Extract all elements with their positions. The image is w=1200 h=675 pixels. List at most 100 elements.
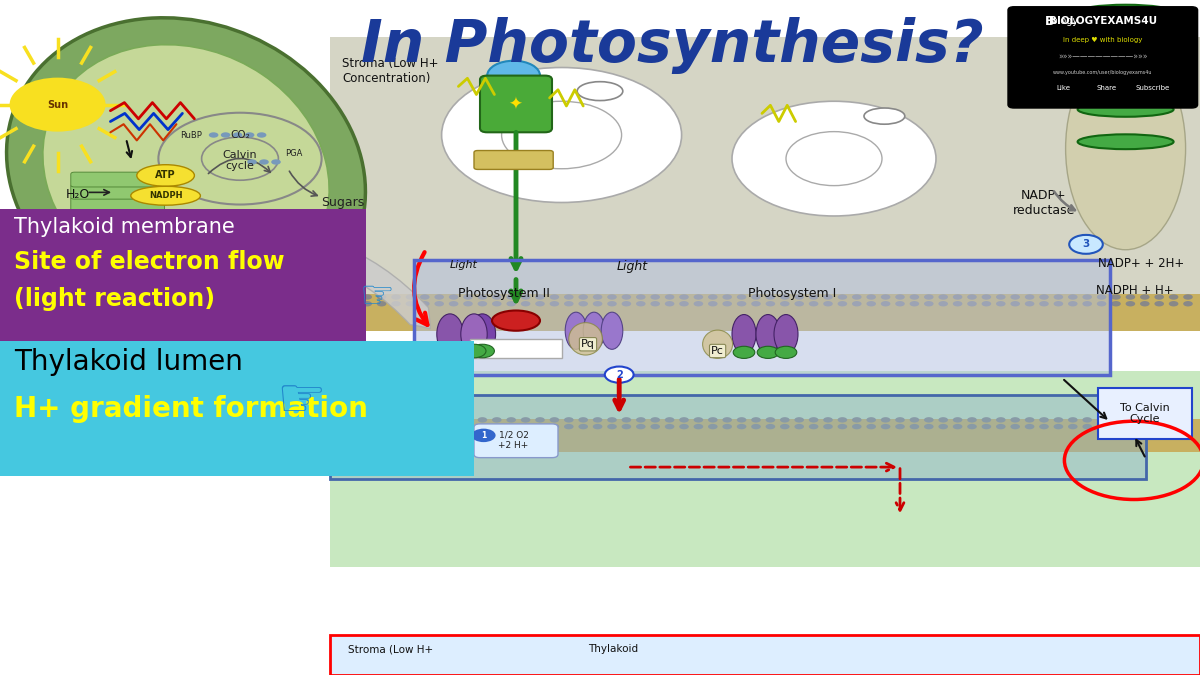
Circle shape — [708, 301, 718, 306]
Bar — [330, 634, 1200, 675]
Ellipse shape — [864, 108, 905, 124]
Circle shape — [535, 424, 545, 429]
Circle shape — [420, 424, 430, 429]
FancyBboxPatch shape — [474, 424, 558, 458]
Circle shape — [391, 294, 401, 300]
Circle shape — [1169, 294, 1178, 300]
Circle shape — [362, 424, 372, 429]
Text: In Photosynthesis?: In Photosynthesis? — [361, 17, 983, 74]
Circle shape — [607, 417, 617, 423]
Circle shape — [1111, 424, 1121, 429]
Text: Subscribe: Subscribe — [1135, 84, 1170, 90]
Circle shape — [794, 417, 804, 423]
Circle shape — [434, 301, 444, 306]
Ellipse shape — [583, 312, 605, 350]
Circle shape — [506, 294, 516, 300]
Text: Sugars: Sugars — [322, 196, 365, 209]
Ellipse shape — [756, 315, 780, 354]
FancyBboxPatch shape — [86, 241, 180, 256]
Circle shape — [982, 294, 991, 300]
Ellipse shape — [131, 186, 200, 205]
Circle shape — [1126, 301, 1135, 306]
FancyBboxPatch shape — [86, 253, 180, 268]
Circle shape — [1169, 417, 1178, 423]
Circle shape — [550, 294, 559, 300]
Circle shape — [593, 294, 602, 300]
Circle shape — [650, 294, 660, 300]
Text: Thylakoid lumen: Thylakoid lumen — [14, 348, 244, 375]
Circle shape — [924, 301, 934, 306]
Text: 3: 3 — [1082, 240, 1090, 249]
Circle shape — [881, 294, 890, 300]
Circle shape — [1140, 417, 1150, 423]
Circle shape — [737, 424, 746, 429]
Text: CO₂: CO₂ — [230, 130, 250, 140]
Circle shape — [737, 417, 746, 423]
Circle shape — [334, 294, 343, 300]
Circle shape — [1039, 301, 1049, 306]
Circle shape — [732, 101, 936, 216]
Circle shape — [1126, 417, 1135, 423]
Text: RuBP: RuBP — [180, 130, 202, 140]
Circle shape — [449, 294, 458, 300]
Circle shape — [823, 294, 833, 300]
Circle shape — [1010, 417, 1020, 423]
FancyBboxPatch shape — [86, 229, 180, 244]
Circle shape — [578, 417, 588, 423]
Circle shape — [449, 301, 458, 306]
Circle shape — [650, 301, 660, 306]
Ellipse shape — [461, 314, 487, 354]
Ellipse shape — [1078, 5, 1174, 20]
Circle shape — [982, 417, 991, 423]
Circle shape — [1068, 417, 1078, 423]
Text: Light: Light — [617, 260, 648, 273]
Circle shape — [1126, 294, 1135, 300]
Circle shape — [506, 424, 516, 429]
Circle shape — [881, 301, 890, 306]
Circle shape — [1025, 301, 1034, 306]
Circle shape — [794, 294, 804, 300]
FancyBboxPatch shape — [71, 196, 164, 211]
Text: (light reaction): (light reaction) — [14, 287, 216, 311]
Text: Pq: Pq — [581, 340, 595, 349]
Circle shape — [809, 417, 818, 423]
Circle shape — [794, 424, 804, 429]
Circle shape — [895, 424, 905, 429]
Circle shape — [694, 301, 703, 306]
Circle shape — [521, 294, 530, 300]
Bar — [67, 217, 187, 277]
Circle shape — [463, 424, 473, 429]
Circle shape — [502, 101, 622, 169]
Circle shape — [679, 424, 689, 429]
Circle shape — [866, 417, 876, 423]
Circle shape — [938, 294, 948, 300]
Circle shape — [910, 417, 919, 423]
Text: Sun: Sun — [47, 100, 68, 109]
Circle shape — [809, 294, 818, 300]
Circle shape — [665, 424, 674, 429]
Ellipse shape — [1078, 70, 1174, 84]
Circle shape — [838, 424, 847, 429]
Circle shape — [996, 417, 1006, 423]
FancyBboxPatch shape — [71, 172, 164, 187]
Bar — [414, 260, 1110, 375]
Circle shape — [362, 294, 372, 300]
Circle shape — [967, 424, 977, 429]
Text: 1/2 O2
+2 H+: 1/2 O2 +2 H+ — [498, 431, 529, 450]
Circle shape — [982, 301, 991, 306]
Circle shape — [895, 301, 905, 306]
Text: To Calvin
Cycle: To Calvin Cycle — [1120, 402, 1170, 425]
Circle shape — [982, 424, 991, 429]
Circle shape — [866, 301, 876, 306]
Circle shape — [708, 417, 718, 423]
Circle shape — [578, 294, 588, 300]
Circle shape — [377, 417, 386, 423]
Text: In deep ♥ with biology: In deep ♥ with biology — [1063, 37, 1142, 43]
Circle shape — [420, 294, 430, 300]
Circle shape — [1069, 235, 1103, 254]
Circle shape — [924, 424, 934, 429]
Circle shape — [967, 417, 977, 423]
Circle shape — [478, 294, 487, 300]
Circle shape — [1154, 301, 1164, 306]
Circle shape — [924, 417, 934, 423]
